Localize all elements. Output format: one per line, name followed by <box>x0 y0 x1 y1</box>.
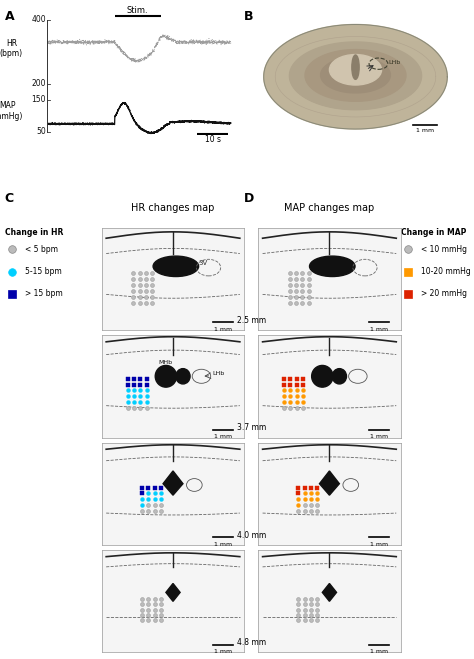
Text: Stim.: Stim. <box>127 6 148 14</box>
Ellipse shape <box>329 55 382 85</box>
Text: 150: 150 <box>31 96 46 104</box>
Polygon shape <box>163 471 183 495</box>
Text: 3V: 3V <box>198 260 208 266</box>
Text: < 10 mmHg: < 10 mmHg <box>421 245 467 254</box>
Text: HR changes map: HR changes map <box>131 203 215 213</box>
Polygon shape <box>166 583 180 601</box>
Text: 1 mm: 1 mm <box>214 649 232 654</box>
Text: 10 s: 10 s <box>205 135 220 144</box>
Ellipse shape <box>176 368 190 384</box>
Ellipse shape <box>155 366 176 387</box>
Text: MAP changes map: MAP changes map <box>284 203 374 213</box>
Text: 50: 50 <box>36 127 46 136</box>
Text: > 20 mmHg: > 20 mmHg <box>421 289 467 298</box>
Text: 400: 400 <box>31 15 46 24</box>
Text: 2.5 mm: 2.5 mm <box>237 316 266 325</box>
Ellipse shape <box>332 368 346 384</box>
Text: 1 mm: 1 mm <box>370 434 388 440</box>
Text: < 5 bpm: < 5 bpm <box>25 245 57 254</box>
Text: HR
(bpm): HR (bpm) <box>0 39 23 58</box>
Text: A: A <box>5 10 14 23</box>
Text: 1 mm: 1 mm <box>370 327 388 332</box>
Text: 1 mm: 1 mm <box>214 434 232 440</box>
Text: 200: 200 <box>31 79 46 88</box>
Text: 1 mm: 1 mm <box>370 649 388 654</box>
Text: 1 mm: 1 mm <box>416 128 434 133</box>
Text: 1 mm: 1 mm <box>214 327 232 332</box>
Polygon shape <box>320 57 391 93</box>
Text: D: D <box>244 192 255 205</box>
Polygon shape <box>319 471 339 495</box>
Polygon shape <box>305 49 406 101</box>
Ellipse shape <box>310 256 355 277</box>
Text: MAP
(mmHg): MAP (mmHg) <box>0 101 23 121</box>
Text: B: B <box>244 10 254 23</box>
Ellipse shape <box>153 256 199 277</box>
Text: 5-15 bpm: 5-15 bpm <box>25 267 61 276</box>
Text: 4.8 mm: 4.8 mm <box>237 638 266 647</box>
Text: LHb: LHb <box>213 371 225 376</box>
Text: 1 mm: 1 mm <box>370 542 388 547</box>
Polygon shape <box>290 42 421 109</box>
Text: C: C <box>5 192 14 205</box>
Text: 4.0 mm: 4.0 mm <box>237 530 266 540</box>
Text: 1 mm: 1 mm <box>214 542 232 547</box>
Text: > 15 bpm: > 15 bpm <box>25 289 62 298</box>
Polygon shape <box>264 24 447 129</box>
Polygon shape <box>322 583 337 601</box>
Text: Change in HR: Change in HR <box>5 228 63 237</box>
Text: MHb: MHb <box>159 360 173 364</box>
Text: 3.7 mm: 3.7 mm <box>237 423 266 432</box>
Ellipse shape <box>311 366 333 387</box>
Text: 10-20 mmHg: 10-20 mmHg <box>421 267 471 276</box>
Text: LHb: LHb <box>389 61 401 65</box>
Text: Change in MAP: Change in MAP <box>401 228 466 237</box>
Ellipse shape <box>352 55 359 79</box>
